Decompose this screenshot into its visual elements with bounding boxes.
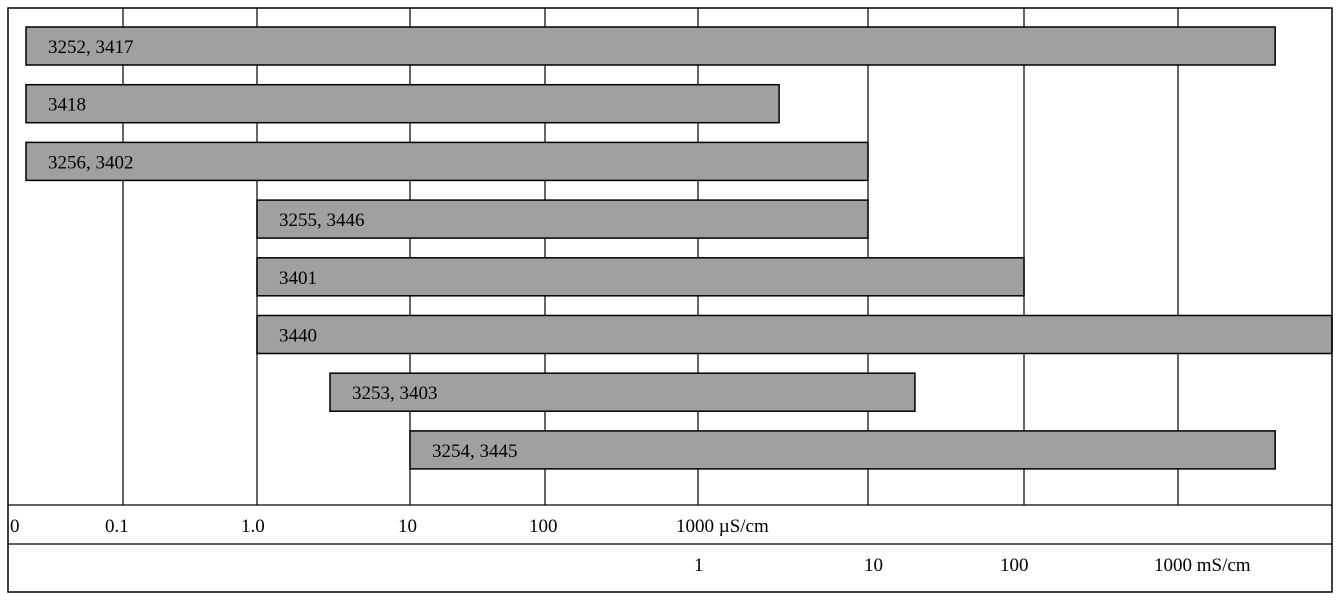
upper-axis-tick-label: 10 xyxy=(398,516,417,537)
lower-axis-tick-label: 1000 mS/cm xyxy=(1154,555,1251,576)
range-bar xyxy=(256,314,1333,355)
range-bar xyxy=(25,141,869,182)
range-bar xyxy=(409,430,1276,470)
axis-area: 0 0.1 1.0 10 100 1000 µS/cm 1 10 100 1000 mS/cm xyxy=(7,7,1333,593)
upper-axis-tick-label: 100 xyxy=(529,516,558,537)
range-bar-label: 3418 xyxy=(48,95,86,116)
upper-axis-tick-label: 1.0 xyxy=(241,516,265,537)
upper-axis-tick-label: 0.1 xyxy=(105,516,129,537)
range-bar xyxy=(256,257,1025,297)
range-bar-label: 3401 xyxy=(279,268,317,289)
range-bar-label: 3253, 3403 xyxy=(352,383,438,404)
range-bar-label: 3255, 3446 xyxy=(279,210,365,231)
range-bar xyxy=(25,83,780,124)
bar-group: 3252, 3417 3418 3256, 3402 3255, 3446 3401 34… xyxy=(25,26,1333,470)
lower-axis-tick-label: 100 xyxy=(1000,555,1029,576)
range-bar-label: 3252, 3417 xyxy=(48,37,134,58)
upper-axis-tick-label: 1000 µS/cm xyxy=(676,516,769,537)
chart-frame xyxy=(7,7,1333,593)
range-bar-label: 3440 xyxy=(279,326,317,347)
range-bar xyxy=(329,372,916,412)
range-bar xyxy=(256,199,869,239)
lower-axis-tick-label: 10 xyxy=(864,555,883,576)
range-bar-label: 3254, 3445 xyxy=(432,441,518,462)
range-bar xyxy=(25,26,1276,66)
upper-axis-tick-label: 0 xyxy=(10,516,20,537)
lower-axis-tick-label: 1 xyxy=(694,555,704,576)
range-bar-label: 3256, 3402 xyxy=(48,152,134,173)
